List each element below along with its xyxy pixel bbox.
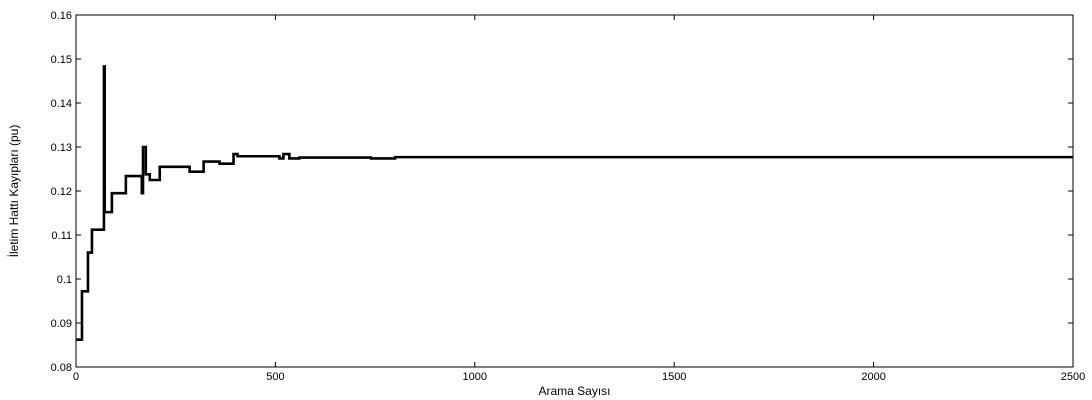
- x-tick-label: 0: [73, 371, 79, 383]
- x-tick-label: 1000: [463, 371, 487, 383]
- plot-area: 0 500 1000 1500 2000 2500 0.08 0.09 0.1 0.11 0.12 0…: [51, 10, 1086, 383]
- y-axis-label: İletim Hattı Kayıpları (pu): [7, 125, 21, 258]
- x-axis-label: Arama Sayısı: [538, 384, 610, 398]
- x-tick-label: 1500: [662, 371, 686, 383]
- y-tick-label: 0.1: [57, 274, 72, 286]
- x-tick-label: 2000: [861, 371, 885, 383]
- y-tick-label: 0.15: [51, 54, 72, 66]
- y-tick-label: 0.11: [51, 230, 72, 242]
- axes-frame: [75, 14, 1074, 368]
- y-tick-label: 0.12: [51, 186, 72, 198]
- y-tick-label: 0.13: [51, 142, 72, 154]
- y-tick-label: 0.08: [51, 362, 72, 374]
- y-tick-label: 0.09: [51, 318, 72, 330]
- x-tick-label: 500: [266, 371, 284, 383]
- y-tick-label: 0.14: [51, 98, 72, 110]
- x-tick-label: 2500: [1061, 371, 1085, 383]
- data-series-line: [76, 65, 1073, 342]
- y-tick-label: 0.16: [51, 10, 72, 22]
